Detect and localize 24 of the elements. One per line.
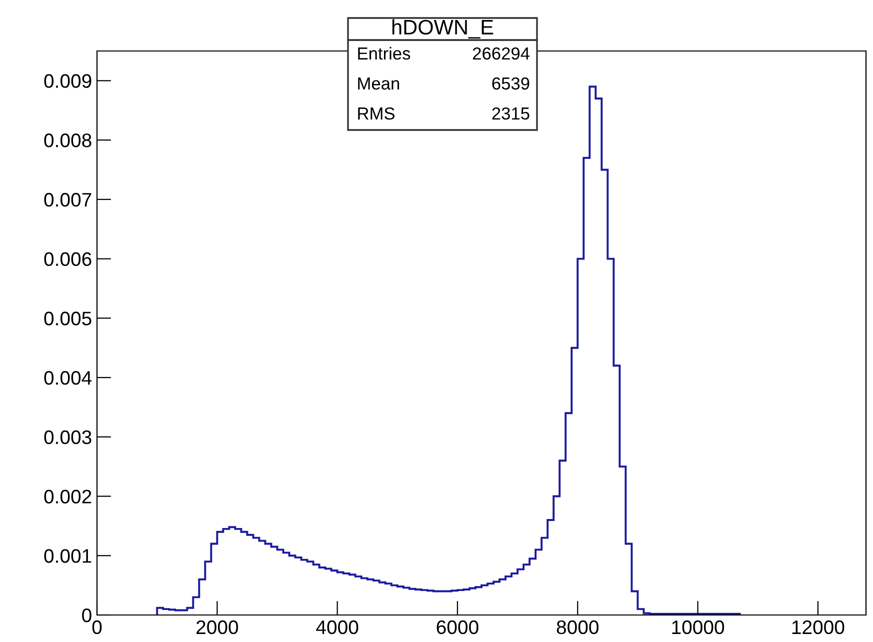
x-tick-label: 6000: [436, 620, 478, 634]
y-tick-label: 0: [82, 608, 92, 622]
x-tick-label: 0: [92, 620, 102, 634]
annotation: RMS: [358, 107, 395, 120]
x-tick-label: 8000: [556, 620, 598, 634]
annotation: 266294: [472, 47, 530, 60]
y-tick-label: 0.009: [44, 74, 92, 88]
annotation: Mean: [358, 78, 400, 90]
y-tick-label: 0.008: [44, 134, 92, 148]
x-tick-label: 10000: [672, 620, 724, 634]
y-tick-label: 0.007: [44, 192, 92, 207]
annotation: 2315: [492, 107, 530, 120]
y-tick-label: 0.002: [44, 490, 92, 504]
y-tick-label: 0.006: [44, 252, 92, 266]
y-tick-label: 0.003: [44, 430, 92, 444]
x-tick-label: 4000: [316, 620, 358, 634]
y-tick-label: 0.004: [44, 370, 92, 385]
x-tick-label: 2000: [196, 620, 238, 634]
annotation: Entries: [358, 46, 410, 60]
y-tick-label: 0.001: [44, 549, 92, 563]
y-tick-label: 0.005: [44, 312, 92, 326]
annotation: 6539: [492, 77, 530, 90]
chart-title: hDOWN_E: [392, 19, 494, 39]
x-tick-label: 12000: [792, 620, 844, 634]
